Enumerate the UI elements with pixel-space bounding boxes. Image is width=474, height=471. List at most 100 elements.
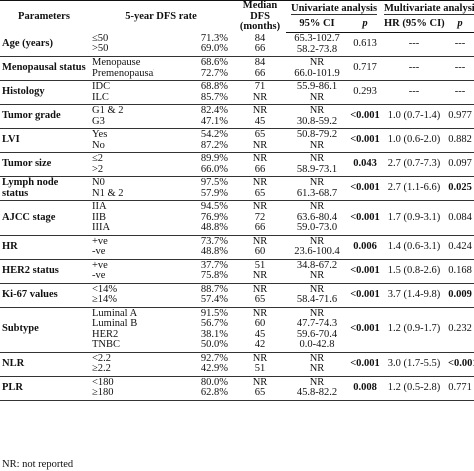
p-value: <0.001 [348, 307, 383, 353]
ci-95-line: 59.0-73.0 [296, 222, 338, 233]
parameter-name: Subtype [0, 307, 88, 353]
subgroup-line: No [92, 139, 105, 151]
table-row: Menopausal status Menopause Premenopausal 6… [0, 56, 474, 81]
hazard-ratio: 1.7 (0.9-3.1) [382, 200, 447, 236]
ci-95-line: 63.6-80.4 [296, 211, 338, 223]
subgroup-line: Yes [92, 129, 108, 140]
ci-95-line: NR [309, 363, 325, 374]
ci-95-line: NR [309, 270, 325, 281]
hazard-ratio: 2.7 (0.7-7.3) [382, 152, 447, 177]
subgroup-line: ≤50 [92, 32, 109, 44]
hazard-ratio: --- [382, 80, 447, 105]
hazard-ratio: 1.0 (0.6-2.0) [382, 128, 447, 153]
p-value-multivariate: 0.097 [446, 152, 474, 177]
ci-95: 55.9-86.1 NR [286, 80, 348, 105]
dfs-rate: 89.9% 66.0% [154, 152, 234, 177]
parameter-name: Lymph node status [0, 176, 88, 201]
table-row: Tumor grade G1 & 2 G3 82.4% 47.1% NR 45 NR 30.8-… [0, 104, 474, 129]
median-dfs-line: 45 [254, 115, 266, 127]
subgroup-line: -ve [92, 270, 106, 281]
hazard-ratio: 3.7 (1.4-9.8) [382, 283, 447, 308]
dfs-rate-line: 50.0% [200, 339, 228, 350]
dfs-rate-line: 92.7% [200, 352, 228, 364]
dfs-rate-line: 89.9% [200, 153, 228, 164]
header-p2: p [446, 16, 474, 33]
dfs-rate-line: 66.0% [200, 163, 228, 175]
p-value-multivariate: 0.232 [446, 307, 474, 353]
dfs-rate: 88.7% 57.4% [154, 283, 234, 308]
ci-95-line: NR [309, 307, 325, 319]
parameter-name: Tumor grade [0, 104, 88, 129]
table-row: AJCC stage IIA IIB IIIA 94.5% 76.9% 48.8% NR 72 6… [0, 200, 474, 236]
table-row: LVI Yes No 54.2% 87.2% 65 NR 50.8-79.2 NR <0.001 1… [0, 128, 474, 153]
median-dfs: NR 65 [234, 176, 286, 201]
ci-95-line: NR [309, 376, 325, 388]
hazard-ratio: 1.4 (0.6-3.1) [382, 235, 447, 260]
p-value: <0.001 [348, 128, 383, 153]
dfs-rate-line: 87.2% [200, 139, 228, 151]
dfs-rate: 94.5% 76.9% 48.8% [154, 200, 234, 236]
subgroup: <180 ≥180 [88, 376, 154, 401]
dfs-rate-line: 48.8% [200, 246, 228, 257]
median-dfs-line: NR [252, 177, 268, 188]
dfs-rate-line: 75.8% [200, 270, 228, 281]
subgroup-line: -ve [92, 246, 106, 257]
subgroup-line: ILC [92, 91, 109, 103]
header-p: p [348, 16, 383, 33]
subgroup-line: Menopause [92, 57, 141, 68]
subgroup-line: >2 [92, 163, 104, 175]
table-row: HR +ve -ve 73.7% 48.8% NR 60 NR 23.6-100.4 0.006 1… [0, 235, 474, 260]
p-value: 0.006 [348, 235, 383, 260]
dfs-rate-line: 91.5% [200, 307, 228, 319]
subgroup-line: >50 [92, 43, 109, 54]
dfs-rate-line: 68.8% [200, 81, 228, 92]
median-dfs-line: 72 [254, 211, 266, 223]
ci-95-line: 45.8-82.2 [296, 387, 338, 398]
subgroup: G1 & 2 G3 [88, 104, 154, 129]
subgroup-line: G3 [92, 115, 105, 127]
ci-95-line: 59.6-70.4 [296, 328, 338, 340]
subgroup-line: IDC [92, 81, 111, 92]
p-value-multivariate: 0.424 [446, 235, 474, 260]
median-dfs: 51 NR [234, 259, 286, 284]
dfs-rate-line: 47.1% [200, 115, 228, 127]
table-row: Histology IDC ILC 68.8% 85.7% 71 NR 55.9-86.1 NR… [0, 80, 474, 105]
header-dfs-rate: 5-year DFS rate [88, 0, 234, 33]
ci-95-line: NR [309, 352, 325, 364]
p-value-multivariate: 0.771 [446, 376, 474, 401]
median-dfs: NR 66 [234, 152, 286, 177]
parameter-name: Histology [0, 80, 88, 105]
subgroup: IIA IIB IIIA [88, 200, 154, 236]
table-row: Subtype Luminal A Luminal B HER2 TNBC 91.5% 56… [0, 307, 474, 353]
dfs-rate: 82.4% 47.1% [154, 104, 234, 129]
dfs-rate: 37.7% 75.8% [154, 259, 234, 284]
ci-95-line: 47.7-74.3 [296, 318, 338, 329]
median-dfs: NR 65 [234, 376, 286, 401]
subgroup-line: N0 [92, 177, 105, 188]
parameter-name: AJCC stage [0, 200, 88, 236]
header-median-dfs: Median DFS (months) [234, 0, 286, 33]
median-dfs-line: NR [252, 307, 268, 319]
dfs-rate-line: 57.9% [200, 187, 228, 199]
median-dfs-line: 65 [254, 187, 266, 199]
parameter-name: Tumor size [0, 152, 88, 177]
median-dfs: NR 51 [234, 352, 286, 377]
median-dfs-line: NR [252, 153, 268, 164]
ci-95: 34.8-67.2 NR [286, 259, 348, 284]
p-value-multivariate: --- [446, 32, 474, 57]
median-dfs-line: NR [252, 352, 268, 364]
dfs-rate-line: 97.5% [200, 177, 228, 188]
ci-95-line: NR [309, 235, 325, 247]
dfs-rate: 54.2% 87.2% [154, 128, 234, 153]
dfs-rate: 97.5% 57.9% [154, 176, 234, 201]
table-row: Lymph node status N0 N1 & 2 97.5% 57.9% NR 65 N… [0, 176, 474, 201]
ci-95: NR 58.9-73.1 [286, 152, 348, 177]
subgroup-line: ≤2 [92, 153, 104, 164]
median-dfs: NR 72 66 [234, 200, 286, 236]
subgroup: N0 N1 & 2 [88, 176, 154, 201]
subgroup: ≤50 >50 [88, 32, 154, 57]
subgroup-line: +ve [92, 235, 108, 247]
p-value-multivariate: <0.001 [446, 352, 474, 377]
p-value: <0.001 [348, 352, 383, 377]
